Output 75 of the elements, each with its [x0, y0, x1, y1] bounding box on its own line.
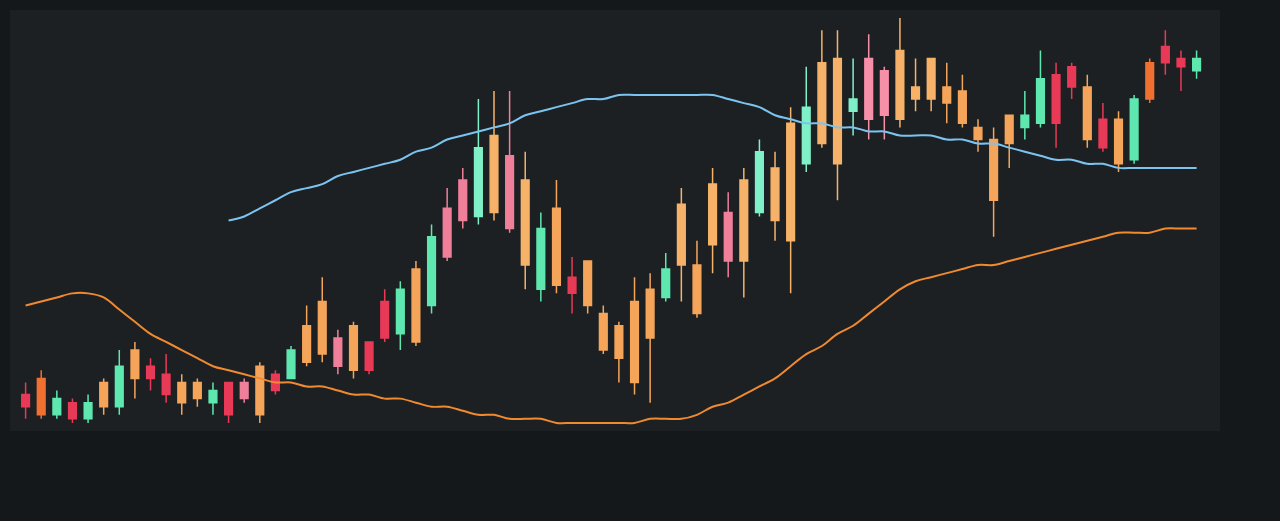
candlestick: [411, 260, 421, 347]
candlestick: [302, 304, 312, 367]
candlestick: [536, 211, 546, 303]
candlestick: [458, 167, 468, 230]
candlestick: [817, 29, 827, 149]
candlestick: [333, 329, 343, 376]
candlestick: [21, 381, 31, 420]
candlestick: [1020, 90, 1030, 141]
candlestick: [942, 61, 952, 125]
candlestick: [1176, 49, 1186, 92]
candlestick: [224, 381, 234, 424]
candlestick: [348, 320, 359, 380]
candlestick: [395, 280, 405, 351]
candlestick: [99, 377, 109, 416]
candlestick: [1035, 49, 1046, 129]
candlestick: [317, 276, 327, 363]
candlestick: [114, 349, 124, 416]
candlestick: [832, 29, 843, 202]
candlestick: [1051, 61, 1061, 149]
candlestick: [567, 256, 577, 315]
candlestick: [1067, 61, 1077, 100]
candlestick: [208, 381, 218, 416]
candlestick: [177, 373, 187, 416]
candlestick: [661, 252, 671, 303]
candlestick: [848, 57, 858, 137]
candlestick: [192, 377, 202, 408]
candlestick: [801, 65, 811, 173]
candlestick: [786, 106, 796, 295]
candlestick: [52, 389, 62, 420]
candlestick: [1160, 29, 1170, 76]
candlestick: [910, 57, 921, 112]
candlestick: [864, 33, 874, 141]
candlestick: [130, 341, 140, 400]
candlestick: [145, 357, 156, 392]
candlestick: [1129, 94, 1139, 165]
candlestick: [692, 239, 702, 319]
candlestick: [770, 150, 780, 242]
candlestick: [426, 223, 437, 315]
candlestick: [239, 377, 249, 404]
candlestick: [1098, 102, 1108, 153]
candlestick: [957, 74, 967, 129]
candlestick: [989, 126, 999, 238]
candlestick: [255, 361, 265, 424]
candlestick: [473, 98, 483, 226]
candlestick: [1113, 110, 1124, 173]
candlestick: [364, 341, 374, 376]
candlestick: [645, 272, 655, 404]
candlestick: [520, 150, 530, 291]
candlestick: [708, 167, 718, 274]
candlestick: [723, 191, 733, 278]
candlestick: [1082, 74, 1092, 149]
candlestick: [926, 57, 936, 112]
candlestick: [754, 138, 764, 218]
candlestick: [161, 353, 171, 404]
candlestick: [895, 17, 905, 129]
candlestick: [1145, 57, 1155, 104]
candlestick: [879, 65, 889, 141]
candlestick: [973, 118, 983, 153]
candlestick: [36, 369, 46, 420]
candlestick: [1004, 114, 1014, 169]
candlestick: [83, 393, 93, 424]
candlestick: [614, 320, 624, 384]
candlestick: [583, 260, 593, 315]
candlestick: [598, 304, 608, 355]
candlestick: [489, 90, 499, 222]
candlestick: [676, 187, 686, 303]
candlestick: [629, 276, 640, 396]
candlestick: [505, 90, 515, 234]
candlestick: [442, 187, 452, 262]
candlestick: [380, 288, 390, 343]
candlestick: [67, 397, 78, 424]
candlestick: [286, 345, 296, 380]
candlestick: [1192, 49, 1202, 80]
candlestick: [739, 167, 749, 299]
candlestick: [551, 179, 562, 295]
